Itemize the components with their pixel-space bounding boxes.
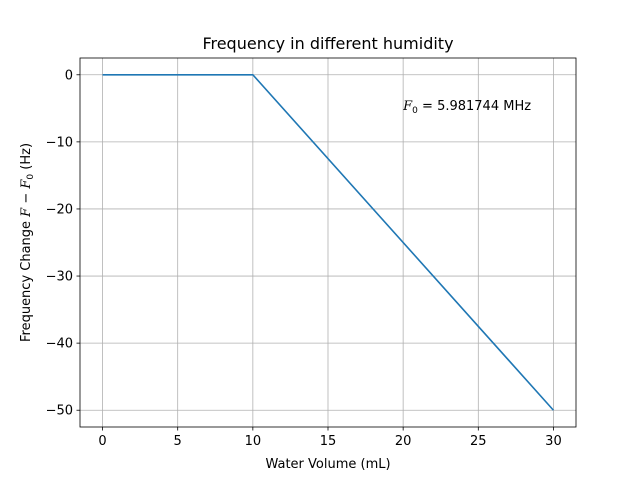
y-axis: 0 −10 −20 −30 −40 −50 [46,68,80,419]
chart-title: Frequency in different humidity [202,34,453,53]
y-axis-label-suffix: (Hz) [19,143,34,174]
series-line [102,73,555,411]
y-tick-label: −50 [46,404,73,419]
x-tick-label: 15 [320,434,337,449]
y-axis-label-sub: 0 [26,174,36,180]
x-axis-label: Water Volume (mL) [265,457,390,472]
x-tick-label: 25 [470,434,487,449]
x-tick-label: 10 [245,434,262,449]
annotation-var: F [402,99,413,114]
y-axis-label-var-a: F [19,207,34,218]
y-tick-label: −20 [46,202,73,217]
y-tick-label: −10 [46,135,73,150]
x-tick-label: 30 [545,434,562,449]
y-axis-label-op: − [19,189,34,208]
series-layer [102,73,555,411]
annotation-f0: F0 = 5.981744 MHz [402,99,531,116]
annotation-sub: 0 [412,106,418,116]
y-axis-label-prefix: Frequency Change [19,217,34,342]
y-tick-label: −30 [46,270,73,285]
y-tick-label: −40 [46,337,73,352]
y-axis-label-var-b: F [19,179,34,190]
x-tick-label: 20 [395,434,412,449]
y-tick-label: 0 [65,68,73,83]
x-tick-label: 5 [174,434,182,449]
x-axis: 0 5 10 15 20 25 30 [98,427,562,449]
y-axis-label: Frequency Change F − F0 (Hz) [19,143,36,342]
annotation-text: = 5.981744 MHz [418,99,531,114]
x-tick-label: 0 [98,434,106,449]
